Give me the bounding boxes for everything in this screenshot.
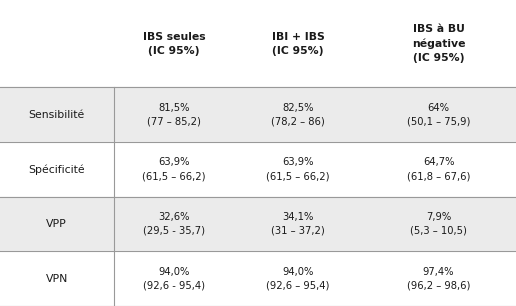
Text: 7,9%
(5,3 – 10,5): 7,9% (5,3 – 10,5) <box>410 212 467 236</box>
Text: 81,5%
(77 – 85,2): 81,5% (77 – 85,2) <box>147 103 201 127</box>
Text: Sensibilité: Sensibilité <box>28 110 85 120</box>
Bar <box>0 0 516 87</box>
Text: IBI + IBS
(IC 95%): IBI + IBS (IC 95%) <box>271 32 325 56</box>
Text: 32,6%
(29,5 - 35,7): 32,6% (29,5 - 35,7) <box>143 212 205 236</box>
Text: 97,4%
(96,2 – 98,6): 97,4% (96,2 – 98,6) <box>407 267 470 291</box>
Text: 94,0%
(92,6 – 95,4): 94,0% (92,6 – 95,4) <box>266 267 330 291</box>
Text: IBS à BU
négative
(IC 95%): IBS à BU négative (IC 95%) <box>412 24 465 63</box>
Text: 82,5%
(78,2 – 86): 82,5% (78,2 – 86) <box>271 103 325 127</box>
Text: 63,9%
(61,5 – 66,2): 63,9% (61,5 – 66,2) <box>142 157 206 181</box>
Text: VPN: VPN <box>45 274 68 284</box>
Bar <box>0 196 516 251</box>
Bar <box>0 251 516 306</box>
Bar <box>0 87 516 142</box>
Bar <box>0 142 516 196</box>
Text: 94,0%
(92,6 - 95,4): 94,0% (92,6 - 95,4) <box>143 267 205 291</box>
Text: 63,9%
(61,5 – 66,2): 63,9% (61,5 – 66,2) <box>266 157 330 181</box>
Text: Spécificité: Spécificité <box>28 164 85 174</box>
Text: 64%
(50,1 – 75,9): 64% (50,1 – 75,9) <box>407 103 470 127</box>
Text: 64,7%
(61,8 – 67,6): 64,7% (61,8 – 67,6) <box>407 157 470 181</box>
Text: IBS seules
(IC 95%): IBS seules (IC 95%) <box>143 32 205 56</box>
Text: 34,1%
(31 – 37,2): 34,1% (31 – 37,2) <box>271 212 325 236</box>
Text: VPP: VPP <box>46 219 67 229</box>
